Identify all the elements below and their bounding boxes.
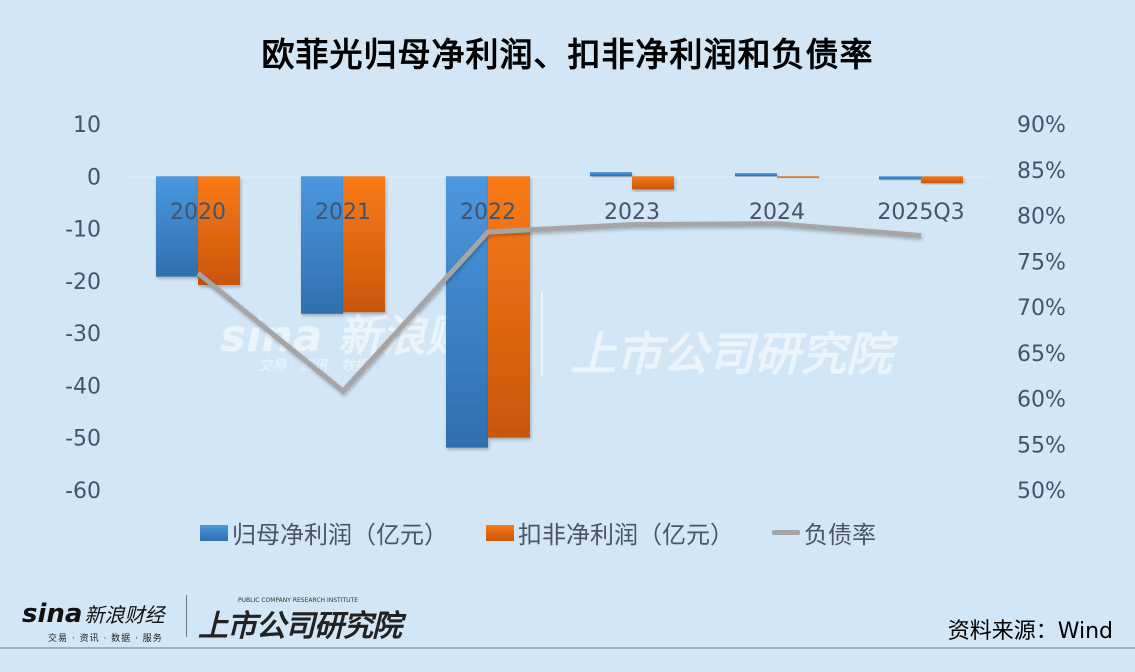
left-axis-tick: -50 [65,427,101,452]
bar-deducted-net-profit [921,176,963,184]
right-axis-tick: 60% [1017,388,1066,413]
category-labels: 2020 2021 2022 2023 2024 2025Q3 [170,200,965,225]
legend-item-parent-net-profit: 归母净利润（亿元） [200,515,448,550]
bar-parent-net-profit [879,176,921,180]
bar-deducted-net-profit [198,176,240,286]
category-label: 2024 [749,200,805,225]
footer: sina 新浪财经 交易 · 资讯 · 数据 · 服务 PUBLIC COMPAN… [0,595,1135,645]
sina-logo: sina 新浪财经 [22,599,165,629]
category-label: 2023 [604,200,660,225]
right-axis-tick: 85% [1017,159,1066,184]
bar-deducted-net-profit [343,176,385,313]
legend-item-debt-ratio: 负债率 [772,515,876,550]
category-label: 2022 [460,200,516,225]
legend-label: 扣非净利润（亿元） [518,521,734,549]
left-axis-tick: -20 [65,270,101,295]
left-axis-tick: 0 [87,165,101,190]
right-axis-tick: 55% [1017,433,1066,458]
category-label: 2020 [170,200,226,225]
left-axis-tick: -60 [65,479,101,504]
chart-title: 欧菲光归母净利润、扣非净利润和负债率 [261,35,874,74]
left-axis-tick: -40 [65,374,101,399]
combo-chart: 10 0 -10 -20 -30 -40 -50 -60 90% 85% 80% 75% 70% 65%… [65,113,1066,504]
data-source: 资料来源：Wind [947,619,1113,644]
bar-parent-net-profit [301,176,343,314]
institute-logo: 上市公司研究院 [198,609,402,644]
legend-swatch-line [772,530,800,535]
right-axis-tick: 75% [1017,250,1066,275]
legend-item-deducted-net-profit: 扣非净利润（亿元） [486,515,734,550]
bar-parent-net-profit [590,172,632,177]
legend-label: 负债率 [804,521,876,549]
bar-parent-net-profit [446,176,488,448]
legend-label: 归母净利润（亿元） [232,521,448,549]
right-axis-tick: 65% [1017,342,1066,367]
institute-tagline: PUBLIC COMPANY RESEARCH INSTITUTE [238,597,358,604]
bar-deducted-net-profit [488,176,530,438]
bar-parent-net-profit [735,173,777,177]
category-label: 2021 [315,200,371,225]
right-axis-tick: 80% [1017,205,1066,230]
bar-parent-net-profit [156,176,198,277]
left-axis-tick: 10 [73,113,101,138]
legend-swatch-blue [200,524,228,541]
right-axis-tick: 90% [1017,113,1066,138]
right-axis-tick: 70% [1017,296,1066,321]
right-axis-tick: 50% [1017,479,1066,504]
legend-swatch-orange [486,524,514,541]
watermark-divider [541,292,543,377]
legend: 归母净利润（亿元） 扣非净利润（亿元） 负债率 [200,515,914,550]
debt-ratio-line [196,221,922,395]
bottom-rule [0,647,1135,649]
watermark-institute: 上市公司研究院 [570,327,892,381]
left-axis-tick: -30 [65,322,101,347]
sina-tagline: 交易 · 资讯 · 数据 · 服务 [48,634,163,644]
left-axis-tick: -10 [65,218,101,243]
logo-divider [186,595,187,637]
left-axis: 10 0 -10 -20 -30 -40 -50 -60 [65,113,101,504]
category-label: 2025Q3 [877,200,964,225]
bar-deducted-net-profit [632,176,674,190]
right-axis: 90% 85% 80% 75% 70% 65% 60% 55% 50% [1017,113,1066,504]
bar-deducted-net-profit [777,176,819,178]
bar-series [156,172,963,448]
